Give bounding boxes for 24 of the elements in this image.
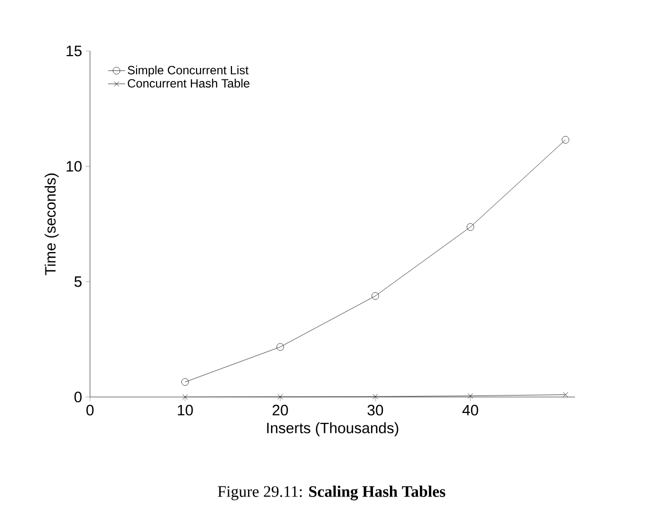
legend-label: Simple Concurrent List xyxy=(128,66,248,77)
point xyxy=(182,394,188,400)
y-tick-label: 5 xyxy=(74,276,82,287)
legend-label: Concurrent Hash Table xyxy=(128,78,250,88)
point xyxy=(372,394,378,400)
point xyxy=(276,343,284,351)
y-tick-label: 10 xyxy=(66,161,82,172)
x-tick-label: 0 xyxy=(86,404,94,416)
x-tick-label: 20 xyxy=(272,404,288,416)
point xyxy=(466,223,474,231)
point xyxy=(562,136,570,144)
point xyxy=(181,378,189,386)
x-tick-label: 30 xyxy=(368,404,384,416)
y-axis-title: Time (seconds) xyxy=(44,174,59,276)
point xyxy=(372,292,379,300)
point xyxy=(562,392,568,398)
point xyxy=(278,394,283,400)
point xyxy=(468,393,474,399)
x-tick-label: 40 xyxy=(462,404,478,416)
y-tick-label: 0 xyxy=(74,392,82,402)
x-axis-title: Inserts (Thousands) xyxy=(267,422,398,436)
y-tick-label: 15 xyxy=(66,46,82,56)
caption: Figure 29.11: Scaling Hash Tables xyxy=(218,486,446,500)
x-tick-label: 10 xyxy=(178,404,193,416)
